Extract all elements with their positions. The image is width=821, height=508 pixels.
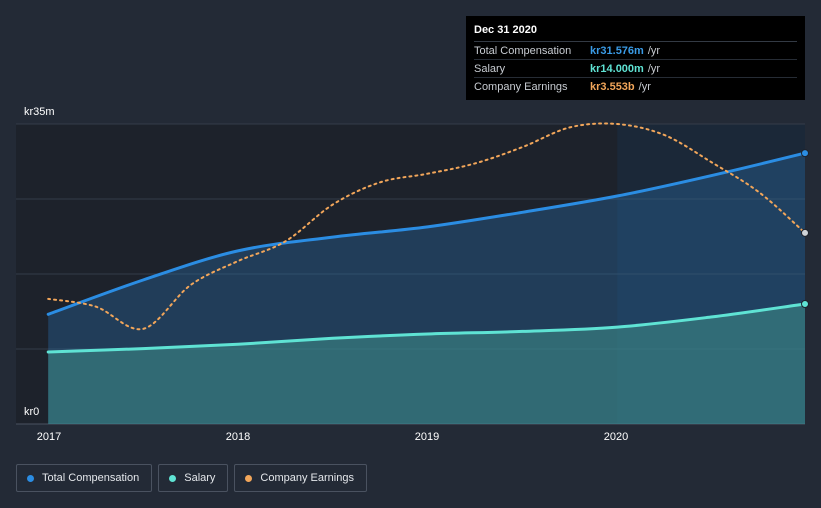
tooltip-label: Salary xyxy=(474,62,506,75)
x-tick-label-2018: 2018 xyxy=(225,431,251,443)
line-salary xyxy=(46,302,807,354)
x-tick-label-2020: 2020 xyxy=(603,431,629,443)
tooltip-value: kr14.000m xyxy=(590,62,644,75)
y-tick-label-bottom: kr0 xyxy=(24,406,40,418)
tooltip-title: Dec 31 2020 xyxy=(474,24,797,42)
x-tick-label-2019: 2019 xyxy=(414,431,440,443)
x-tick-label-2017: 2017 xyxy=(36,431,62,443)
legend-dot-icon xyxy=(27,474,34,482)
legend-label: Company Earnings xyxy=(260,472,354,484)
tooltip-label: Total Compensation xyxy=(474,44,572,57)
tooltip-value: kr31.576m xyxy=(590,44,644,57)
end-point-salary xyxy=(801,300,809,308)
y-tick-label-top: kr35m xyxy=(24,106,55,118)
legend-label: Total Compensation xyxy=(42,472,140,484)
legend-item-company-earnings[interactable]: Company Earnings xyxy=(234,464,367,492)
series-lines xyxy=(46,122,807,354)
legend-label: Salary xyxy=(184,472,216,484)
legend-item-total-compensation[interactable]: Total Compensation xyxy=(16,464,153,492)
line-company-earnings xyxy=(47,122,806,331)
tooltip-unit: /yr xyxy=(638,80,651,93)
series-areas xyxy=(48,153,805,424)
tooltip-row-salary: Salary kr14.000m /yr xyxy=(474,60,797,78)
tooltip-row-total-compensation: Total Compensation kr31.576m /yr xyxy=(474,42,797,60)
chart-legend: Total Compensation Salary Company Earnin… xyxy=(16,464,367,492)
end-markers xyxy=(801,149,809,308)
tooltip-unit: /yr xyxy=(647,62,661,75)
tooltip-value: kr3.553b xyxy=(590,80,635,93)
end-point-company-earnings xyxy=(801,228,809,237)
area-salary xyxy=(48,304,805,424)
legend-dot-icon xyxy=(169,474,177,482)
tooltip-row-company-earnings: Company Earnings kr3.553b /yr xyxy=(474,78,797,95)
data-tooltip: Dec 31 2020 Total Compensation kr31.576m… xyxy=(466,16,805,100)
end-point-total-compensation xyxy=(801,149,809,158)
line-total-compensation xyxy=(46,151,807,316)
tooltip-label: Company Earnings xyxy=(474,80,568,93)
legend-item-salary[interactable]: Salary xyxy=(158,464,229,492)
tooltip-unit: /yr xyxy=(647,44,661,57)
legend-dot-icon xyxy=(245,474,253,482)
